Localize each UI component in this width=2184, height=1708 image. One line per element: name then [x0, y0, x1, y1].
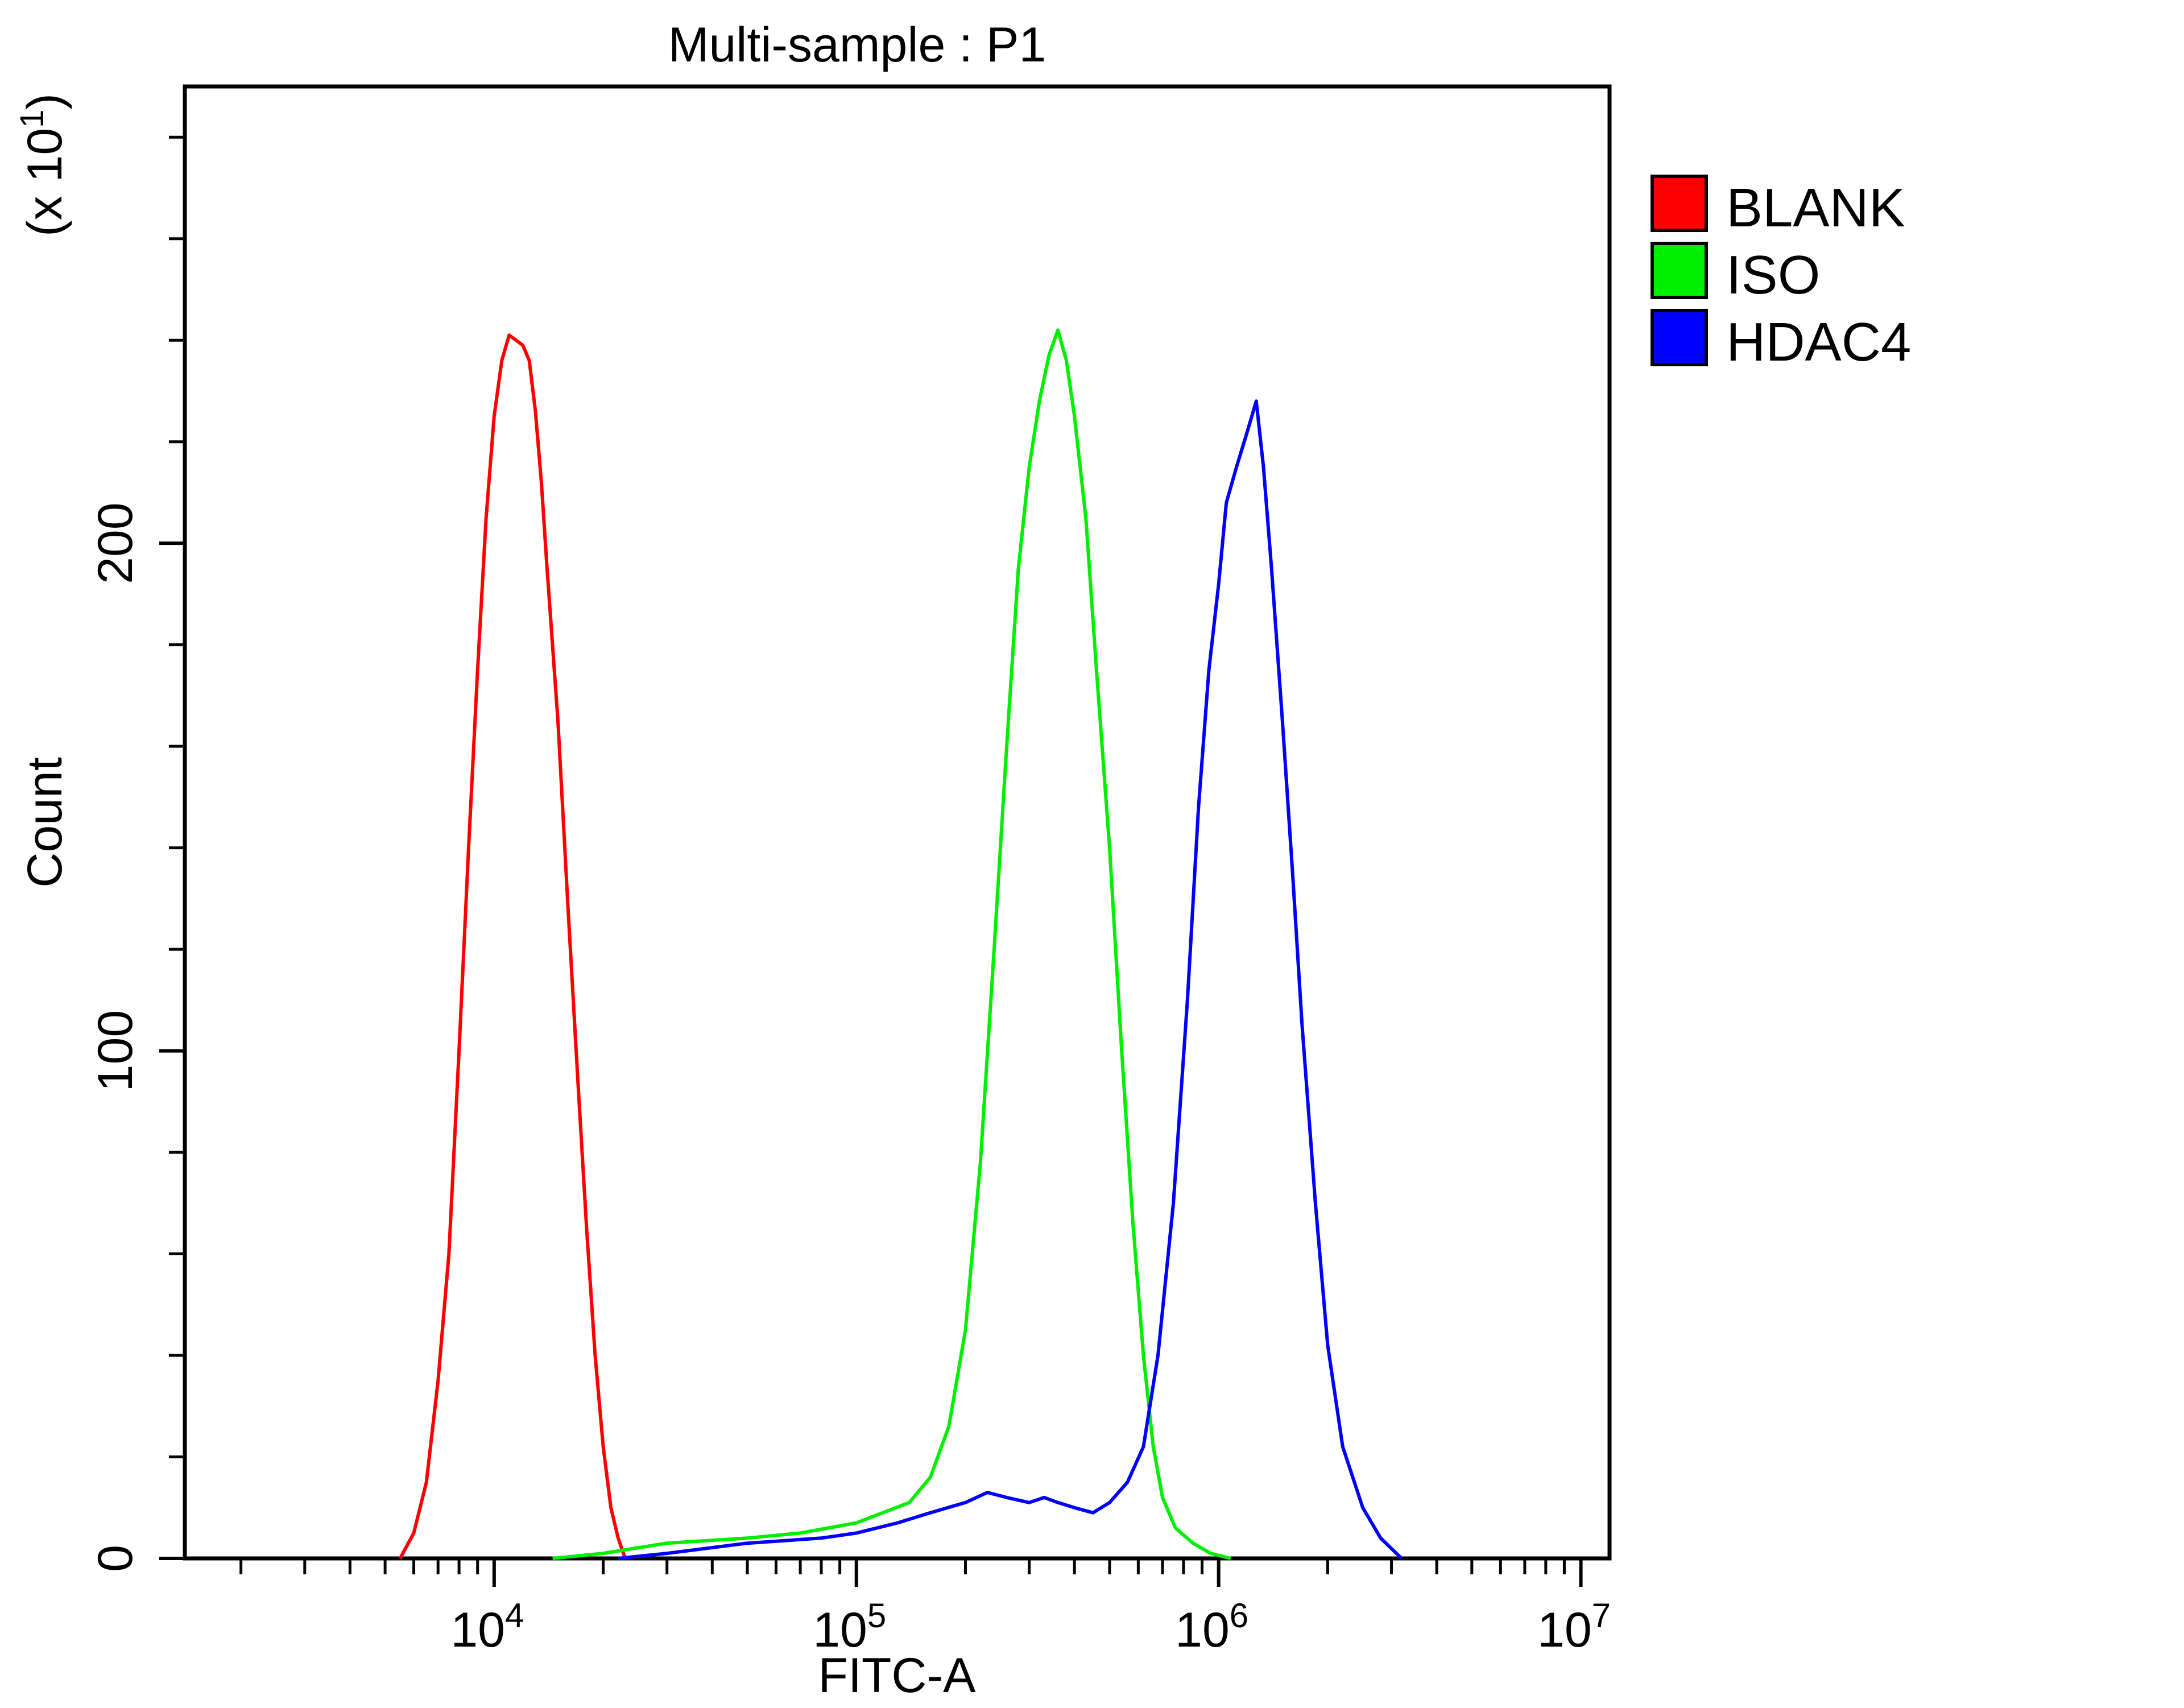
y-tick-label: 200 [88, 502, 143, 584]
x-axis-title: FITC-A [818, 1648, 976, 1703]
legend-label-iso: ISO [1726, 245, 1820, 305]
y-axis-title: Count [18, 757, 72, 888]
legend-label-hdac4: HDAC4 [1726, 312, 1911, 373]
series-line-iso [552, 328, 1231, 1560]
legend-label-blank: BLANK [1726, 177, 1905, 238]
series-line-blank [398, 333, 627, 1560]
chart-title: Multi-sample : P1 [668, 18, 1046, 72]
series-line-hdac4 [618, 399, 1403, 1560]
x-tick-label: 105 [813, 1597, 886, 1657]
multiplier-close: ) [18, 93, 72, 110]
y-axis-multiplier: (x 101) [14, 93, 72, 237]
plot-frame [183, 84, 1612, 1561]
legend-swatch-iso [1651, 242, 1708, 299]
x-axis-ticks: 104 105 106 107 [450, 1558, 1611, 1657]
multiplier-base: (x 10 [18, 128, 72, 237]
legend: BLANK ISO HDAC4 [1651, 175, 1911, 373]
y-axis-ticks: 0 100 200 [88, 135, 185, 1572]
x-tick-label: 104 [450, 1597, 524, 1657]
legend-swatch-hdac4 [1651, 309, 1708, 366]
x-tick-label: 107 [1537, 1597, 1611, 1657]
minor-ticks [239, 1558, 1566, 1574]
multiplier-exponent: 1 [14, 110, 51, 128]
series-layer [398, 328, 1403, 1560]
y-tick-label: 100 [88, 1010, 143, 1092]
y-tick-label: 0 [88, 1545, 143, 1572]
svg-text:(x 101): (x 101) [14, 93, 72, 237]
legend-swatch-blank [1651, 175, 1708, 232]
x-tick-label: 106 [1175, 1597, 1248, 1657]
